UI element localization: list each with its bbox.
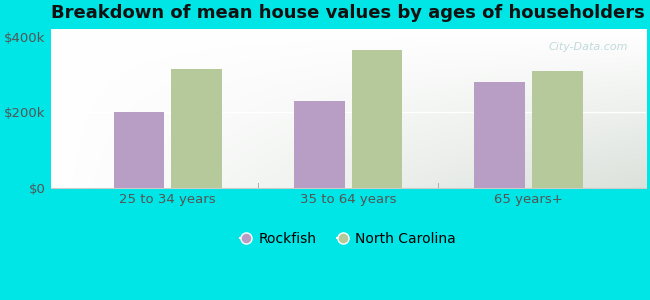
Title: Breakdown of mean house values by ages of householders: Breakdown of mean house values by ages o… — [51, 4, 645, 22]
Text: City-Data.com: City-Data.com — [549, 42, 628, 52]
Bar — [294, 101, 344, 188]
Bar — [352, 50, 402, 187]
Bar — [532, 71, 582, 188]
Bar — [474, 82, 525, 188]
Legend: Rockfish, North Carolina: Rockfish, North Carolina — [235, 226, 462, 251]
Bar — [172, 69, 222, 188]
Bar — [114, 112, 164, 188]
